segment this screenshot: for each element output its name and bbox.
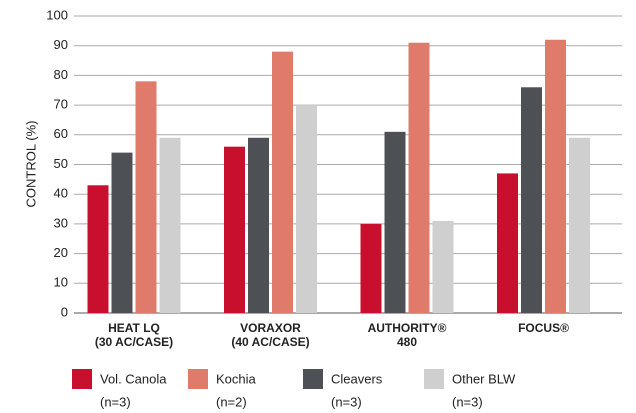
bar [248,137,269,313]
bar [569,137,590,313]
y-tick-label: 10 [54,275,68,290]
legend-swatch [424,369,444,389]
y-tick-label: 30 [54,215,68,230]
legend-note: (n=3) [452,394,483,409]
legend-label: Other BLW [452,371,516,386]
y-tick-label: 0 [61,304,68,319]
y-tick-label: 60 [54,126,68,141]
y-axis-label: CONTROL (%) [23,121,38,208]
legend-label: Kochia [216,371,257,386]
legend-label: Cleavers [331,371,383,386]
x-tick-label: AUTHORITY® [368,321,447,335]
x-tick-label: (30 AC/CASE) [95,335,173,349]
y-tick-label: 90 [54,37,68,52]
y-tick-label: 50 [54,156,68,171]
bar [521,87,542,313]
bar [111,152,133,313]
legend-note: (n=3) [331,394,362,409]
bar [159,137,181,313]
y-tick-label: 20 [54,245,68,260]
legend-swatch [72,369,92,389]
y-tick-label: 80 [54,67,68,82]
x-tick-label: 480 [397,335,417,349]
bar [224,146,245,313]
legend-note: (n=3) [100,394,131,409]
bar [497,173,518,313]
bar [296,105,317,313]
y-tick-label: 40 [54,186,68,201]
bar [545,39,566,313]
y-tick-label: 100 [46,7,68,22]
bar [408,42,430,313]
bar [135,81,157,313]
x-tick-label: HEAT LQ [108,321,160,335]
legend-swatch [303,369,323,389]
y-tick-label: 70 [54,97,68,112]
x-tick-label: (40 AC/CASE) [231,335,309,349]
x-tick-label: VORAXOR [240,321,301,335]
legend-swatch [188,369,208,389]
bar [360,223,382,313]
bar [87,185,109,313]
bar [384,131,406,313]
legend-label: Vol. Canola [100,371,167,386]
bar [432,220,454,313]
x-tick-label: FOCUS® [518,321,569,335]
bar [272,51,293,313]
legend-note: (n=2) [216,394,247,409]
